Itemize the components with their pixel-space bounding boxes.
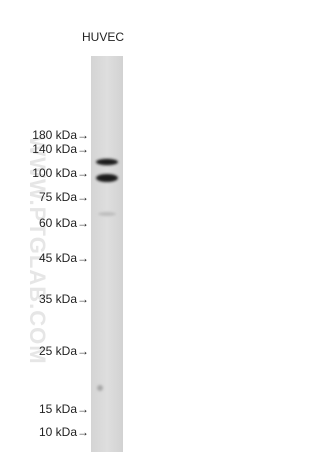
page: {"lane_label": "HUVEC", "markers": ["180… bbox=[0, 0, 150, 452]
marker-label: 180 kDa→ bbox=[32, 128, 89, 142]
band bbox=[96, 174, 118, 182]
marker-label: 100 kDa→ bbox=[32, 166, 89, 180]
band bbox=[97, 385, 103, 391]
blot-figure: WWW.PTGLAB.COM HUVEC 180 kDa→140 kDa→ 100… bbox=[25, 30, 124, 452]
marker-label: 25 kDa→ bbox=[39, 344, 89, 358]
marker-label: 15 kDa→ bbox=[39, 402, 89, 416]
lane-label: HUVEC bbox=[82, 30, 124, 44]
watermark: WWW.PTGLAB.COM bbox=[25, 135, 50, 364]
marker-label: 10 kDa→ bbox=[39, 425, 89, 439]
band bbox=[96, 158, 118, 166]
marker-label: 45 kDa→ bbox=[39, 251, 89, 265]
marker-label: 35 kDa→ bbox=[39, 292, 89, 306]
marker-label: 140 kDa→ bbox=[32, 142, 89, 156]
marker-label: 75 kDa→ bbox=[39, 190, 89, 204]
marker-label: 60 kDa→ bbox=[39, 216, 89, 230]
band bbox=[98, 212, 116, 216]
marker-labels: 180 kDa→140 kDa→ 100 kDa→ 75 kDa→ 60 kDa→ 45… bbox=[32, 128, 89, 439]
blot-lane bbox=[91, 56, 123, 452]
bands bbox=[96, 158, 118, 391]
